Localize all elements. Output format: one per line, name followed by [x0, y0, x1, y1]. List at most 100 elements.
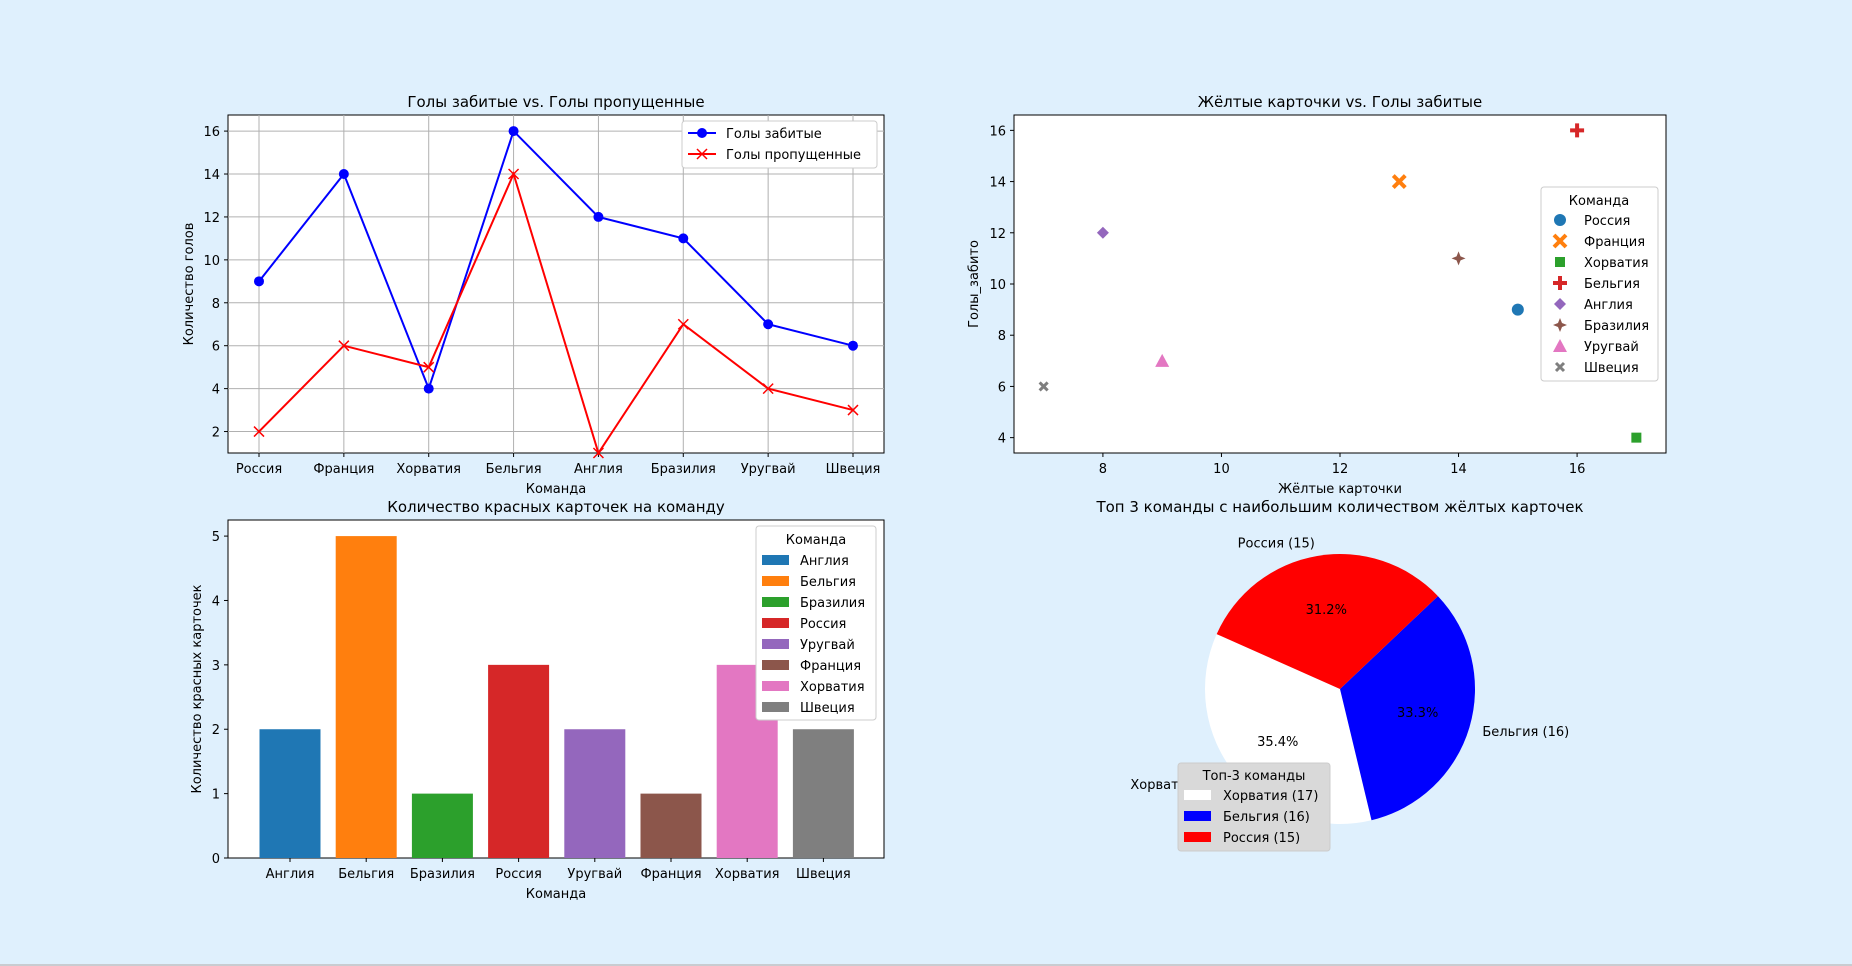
chart2-legend: Команда Россия Франция Хорватия Бельгия Англи…: [1540, 186, 1659, 382]
chart3-bar: [259, 729, 321, 858]
chart2-legend-label: Бразилия: [1584, 319, 1649, 334]
chart3-legend-swatch: [762, 576, 789, 586]
chart4-slice-pct: 35.4%: [1257, 735, 1298, 750]
chart3-bar: [411, 793, 473, 858]
chart4-slice-label: Бельгия (16): [1482, 725, 1569, 740]
chart3-legend-swatch: [762, 618, 789, 628]
chart1-point: [763, 319, 774, 330]
chart3-xtick-label: Франция: [640, 867, 701, 882]
chart2-xlabel: Жёлтые карточки: [1278, 482, 1402, 497]
chart2-ytick-label: 10: [989, 278, 1006, 293]
chart2-point: [1511, 303, 1524, 316]
chart3-bar: [488, 664, 550, 858]
chart4-legend-swatch: [1184, 790, 1211, 800]
chart2-xtick-label: 12: [1332, 462, 1349, 477]
chart1-point: [254, 276, 264, 287]
chart2-ytick-label: 14: [989, 176, 1006, 191]
chart3-xtick-label: Бельгия: [338, 867, 394, 882]
chart1-xlabel: Команда: [526, 482, 586, 497]
chart1-series-line: [258, 171, 854, 456]
chart2-point: [1391, 174, 1407, 189]
chart1-point: [762, 383, 774, 395]
chart2-legend-title: Команда: [1569, 194, 1629, 209]
chart1-point: [508, 168, 520, 180]
chart1-series-line: [258, 129, 854, 392]
chart2-legend-marker: [1552, 233, 1568, 249]
goals-line-chart: Голы забитые vs. Голы пропущенные 2 4 6 8 10…: [182, 93, 885, 497]
chart2-xtick-label: 10: [1213, 462, 1230, 477]
chart1-point: [592, 447, 604, 459]
chart2-legend-marker: [1554, 361, 1566, 373]
chart2-legend-label: Англия: [1584, 298, 1633, 313]
chart4-legend-title: Топ-3 команды: [1202, 769, 1306, 784]
chart4-slice-pct: 31.2%: [1306, 603, 1347, 618]
chart1-legend-label: Голы пропущенные: [726, 148, 861, 163]
chart2-xtick-label: 14: [1450, 462, 1467, 477]
chart1-xtick-label: Швеция: [826, 462, 881, 477]
chart3-xtick-label: Англия: [266, 867, 315, 882]
chart1-ytick-label: 8: [212, 297, 220, 312]
chart1-xtick-label: Бразилия: [651, 462, 716, 477]
chart2-legend-label: Бельгия: [1584, 277, 1640, 292]
chart2-ytick-label: 4: [998, 432, 1006, 447]
chart3-legend-swatch: [762, 702, 789, 712]
chart1-xtick-label: Уругвай: [741, 462, 796, 477]
chart2-legend-label: Швеция: [1584, 361, 1639, 376]
chart3-legend-swatch: [762, 681, 789, 691]
chart2-legend-label: Франция: [1584, 235, 1645, 250]
chart1-legend-label: Голы забитые: [726, 127, 822, 142]
chart1-point: [508, 126, 519, 137]
chart3-legend-label: Бельгия: [800, 575, 856, 590]
chart2-point: [1096, 226, 1109, 239]
chart3-ytick-label: 5: [212, 530, 220, 545]
chart1-plot-area: [227, 114, 885, 454]
chart2-ytick-label: 6: [998, 380, 1006, 395]
red-cards-bar-chart: Количество красных карточек на команду 0…: [190, 498, 885, 902]
chart1-ytick-label: 16: [203, 125, 220, 140]
chart3-legend-swatch: [762, 555, 789, 565]
chart2-xtick-label: 8: [1099, 462, 1107, 477]
chart3-title: Количество красных карточек на команду: [387, 498, 725, 516]
chart1-legend-marker: [697, 128, 707, 138]
chart1-point: [338, 340, 350, 352]
chart1-ytick-label: 14: [203, 168, 220, 183]
chart2-legend-marker: [1553, 276, 1567, 290]
chart1-title: Голы забитые vs. Голы пропущенные: [407, 93, 704, 111]
chart4-legend-label: Хорватия (17): [1223, 789, 1318, 804]
top3-yellow-pie-chart: Топ 3 команды с наибольшим количеством ж…: [1095, 498, 1584, 852]
chart3-legend-swatch: [762, 639, 789, 649]
chart1-ytick-label: 4: [212, 383, 220, 398]
chart2-legend-label: Хорватия: [1584, 256, 1649, 271]
chart4-legend-swatch: [1184, 832, 1211, 842]
chart3-legend-swatch: [762, 597, 789, 607]
chart3-legend-box: [755, 525, 877, 721]
chart2-ytick-label: 16: [989, 124, 1006, 139]
chart3-legend-label: Франция: [800, 659, 861, 674]
chart3-xtick-label: Уругвай: [567, 867, 622, 882]
chart1-point: [338, 169, 349, 180]
chart2-legend-label: Уругвай: [1584, 340, 1639, 355]
chart2-point: [1155, 353, 1170, 367]
chart4-slice-label: Россия (15): [1238, 537, 1315, 552]
chart4-legend-box: [1177, 762, 1331, 852]
chart3-legend: Команда Англия Бельгия Бразилия Россия Уругва…: [755, 525, 877, 721]
chart3-legend-title: Команда: [786, 533, 846, 548]
chart3-legend-label: Швеция: [800, 701, 855, 716]
chart1-xtick-label: Хорватия: [396, 462, 461, 477]
chart3-ytick-label: 4: [212, 594, 220, 609]
chart3-legend-label: Уругвай: [800, 638, 855, 653]
chart2-legend-marker: [1554, 298, 1566, 310]
chart3-ytick-label: 3: [212, 659, 220, 674]
chart3-xtick-label: Хорватия: [715, 867, 780, 882]
chart2-legend-marker: [1553, 339, 1567, 352]
chart3-legend-label: Англия: [800, 554, 849, 569]
chart1-ytick-label: 10: [203, 254, 220, 269]
chart1-point: [423, 361, 435, 373]
chart1-point: [423, 383, 434, 394]
chart3-xtick-label: Бразилия: [410, 867, 475, 882]
chart3-legend-label: Хорватия: [800, 680, 865, 695]
chart1-ylabel: Количество голов: [182, 223, 197, 346]
chart3-legend-label: Бразилия: [800, 596, 865, 611]
chart3-bar: [792, 729, 854, 858]
chart2-legend-marker: [1553, 318, 1567, 332]
